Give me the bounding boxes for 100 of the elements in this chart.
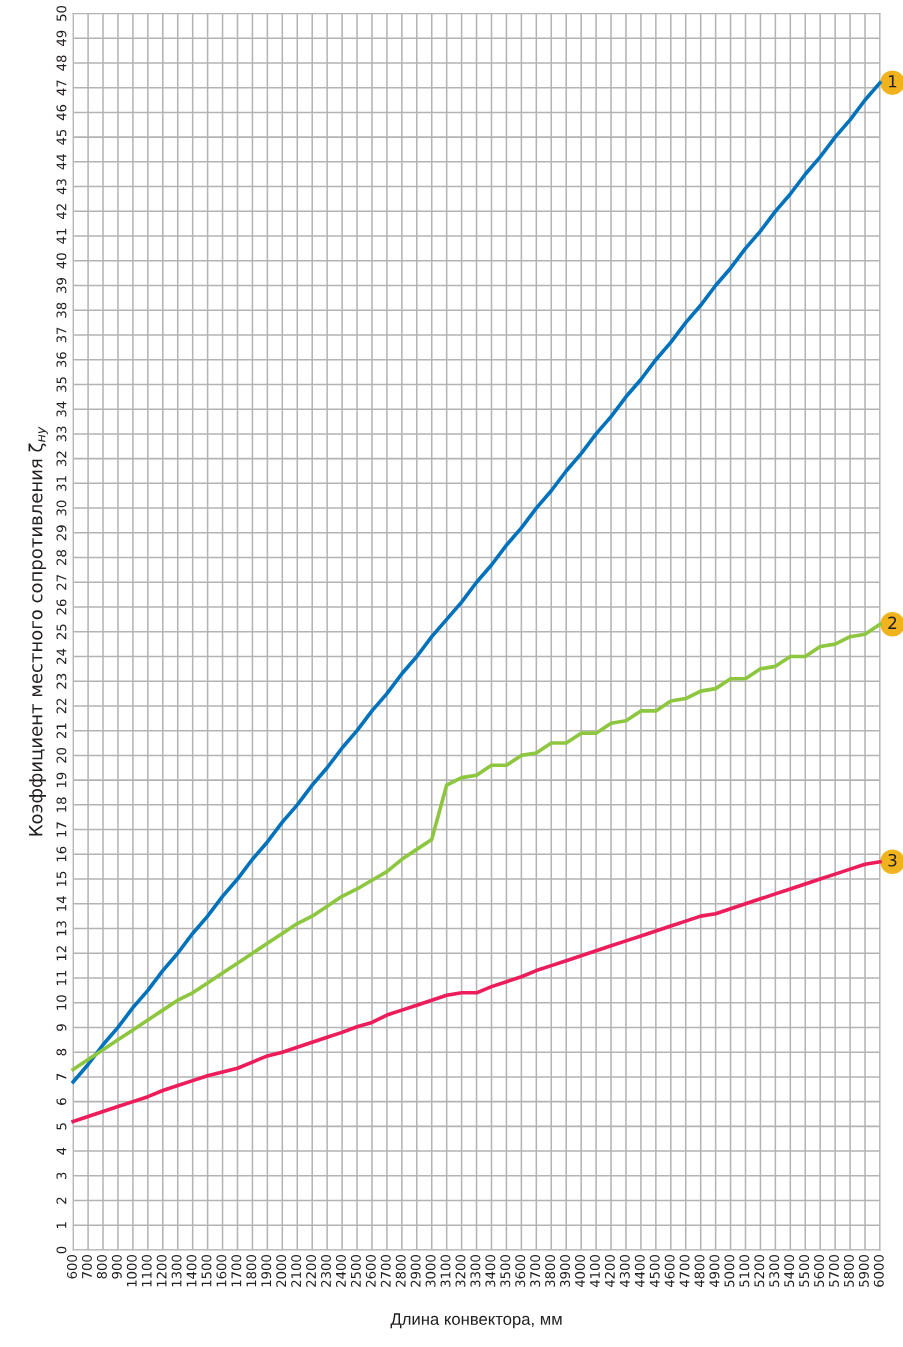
- x-tick-label: 3500: [500, 1255, 511, 1287]
- y-tick-label: 20: [56, 747, 67, 763]
- y-tick-label: 17: [56, 822, 67, 837]
- y-tick-label: 11: [56, 970, 67, 985]
- y-tick-label: 50: [56, 5, 67, 21]
- x-tick-label: 2400: [335, 1255, 346, 1287]
- x-tick-label: 3200: [455, 1255, 466, 1287]
- series-label: 1: [889, 75, 897, 88]
- y-tick-label: 48: [56, 55, 67, 71]
- y-tick-label: 14: [56, 896, 67, 911]
- x-tick-label: 4200: [604, 1255, 615, 1288]
- x-tick-label: 2100: [291, 1255, 302, 1287]
- x-tick-label: 5000: [724, 1255, 735, 1287]
- y-tick-label: 29: [56, 525, 67, 541]
- x-tick-label: 2000: [276, 1255, 287, 1287]
- y-tick-label: 24: [56, 648, 67, 664]
- x-tick-label: 5600: [814, 1255, 825, 1287]
- y-tick-label: 12: [56, 946, 67, 961]
- x-tick-label: 3100: [440, 1255, 451, 1287]
- y-tick-label: 0: [56, 1246, 67, 1254]
- y-tick-label: 28: [56, 550, 67, 565]
- x-tick-label: 5900: [858, 1255, 869, 1287]
- x-tick-label: 3000: [425, 1255, 436, 1287]
- y-tick-label: 35: [56, 377, 67, 392]
- x-tick-label: 2900: [410, 1255, 421, 1287]
- y-tick-label: 39: [56, 278, 67, 293]
- x-tick-label: 4900: [709, 1255, 720, 1288]
- x-tick-label: 1300: [171, 1255, 182, 1287]
- y-tick-label: 34: [56, 401, 67, 417]
- x-tick-label: 3300: [470, 1255, 481, 1287]
- x-tick-label: 1100: [141, 1255, 152, 1287]
- y-tick-label: 38: [56, 302, 67, 318]
- y-tick-label: 46: [56, 104, 67, 121]
- x-tick-label: 2200: [306, 1255, 317, 1287]
- x-tick-label: 3700: [530, 1255, 541, 1287]
- y-tick-label: 42: [56, 204, 67, 220]
- y-axis-title: Коэффициент местного сопротивления ζ$_{ну}$: [28, 426, 48, 836]
- y-tick-label: 26: [56, 599, 67, 615]
- y-tick-label: 36: [56, 352, 67, 368]
- x-tick-label: 1500: [201, 1255, 212, 1287]
- series-label: 3: [888, 853, 897, 867]
- x-tick-label: 5400: [784, 1255, 795, 1287]
- x-axis-title: Длина конвектора, мм: [390, 1313, 562, 1329]
- x-tick-label: 4000: [575, 1255, 585, 1288]
- y-tick-label: 2: [56, 1197, 67, 1204]
- x-tick-label: 2700: [380, 1255, 391, 1287]
- y-tick-label: 6: [56, 1098, 67, 1105]
- x-tick-label: 3600: [515, 1255, 526, 1287]
- y-tick-label: 23: [56, 673, 67, 689]
- y-tick-label: 5: [56, 1123, 67, 1130]
- x-tick-label: 4400: [634, 1255, 645, 1288]
- y-tick-label: 25: [56, 624, 67, 640]
- y-tick-label: 37: [56, 327, 67, 343]
- x-tick-label: 3800: [545, 1255, 556, 1287]
- y-tick-label: 49: [56, 30, 67, 46]
- y-tick-label: 18: [56, 797, 67, 812]
- y-tick-label: 33: [56, 426, 67, 442]
- y-tick-label: 40: [56, 253, 67, 269]
- y-tick-label: 9: [56, 1024, 67, 1031]
- y-tick-label: 19: [56, 772, 67, 788]
- y-tick-label: 30: [56, 500, 67, 516]
- x-tick-label: 4100: [589, 1255, 600, 1288]
- y-tick-label: 31: [56, 476, 67, 491]
- x-tick-label: 3900: [560, 1255, 571, 1287]
- x-tick-label: 1400: [186, 1255, 197, 1287]
- x-tick-label: 4700: [679, 1255, 690, 1288]
- x-tick-label: 600: [66, 1255, 77, 1279]
- y-tick-label: 8: [56, 1048, 67, 1056]
- x-tick-label: 1800: [246, 1255, 257, 1287]
- y-tick-label: 16: [56, 846, 67, 862]
- x-tick-label: 3400: [485, 1255, 496, 1287]
- x-tick-label: 5500: [799, 1255, 810, 1287]
- y-tick-label: 47: [56, 80, 67, 96]
- x-tick-label: 5200: [754, 1255, 765, 1287]
- x-tick-label: 2500: [350, 1255, 361, 1287]
- y-tick-label: 21: [56, 723, 67, 739]
- x-tick-label: 1200: [156, 1255, 167, 1287]
- x-tick-label: 6000: [873, 1255, 884, 1287]
- x-tick-label: 5800: [843, 1255, 854, 1287]
- series-label: 2: [888, 616, 897, 629]
- x-tick-label: 800: [96, 1255, 107, 1279]
- y-tick-label: 1: [56, 1222, 67, 1229]
- x-tick-label: 700: [81, 1255, 92, 1279]
- x-tick-label: 4800: [694, 1255, 705, 1288]
- x-tick-label: 4500: [649, 1255, 660, 1288]
- x-tick-label: 2800: [395, 1255, 406, 1287]
- x-tick-label: 1900: [261, 1255, 272, 1287]
- y-tick-label: 45: [56, 129, 67, 145]
- y-tick-label: 15: [56, 871, 67, 886]
- y-tick-label: 22: [56, 698, 67, 714]
- x-tick-label: 5700: [829, 1255, 839, 1287]
- y-tick-label: 3: [56, 1172, 67, 1180]
- y-tick-label: 27: [56, 575, 67, 590]
- y-tick-label: 43: [56, 179, 67, 195]
- y-tick-label: 4: [56, 1147, 67, 1155]
- y-tick-label: 10: [56, 995, 67, 1010]
- x-tick-label: 5100: [739, 1255, 750, 1287]
- x-tick-label: 900: [111, 1255, 122, 1279]
- y-tick-label: 13: [56, 921, 67, 936]
- y-tick-label: 7: [56, 1073, 67, 1081]
